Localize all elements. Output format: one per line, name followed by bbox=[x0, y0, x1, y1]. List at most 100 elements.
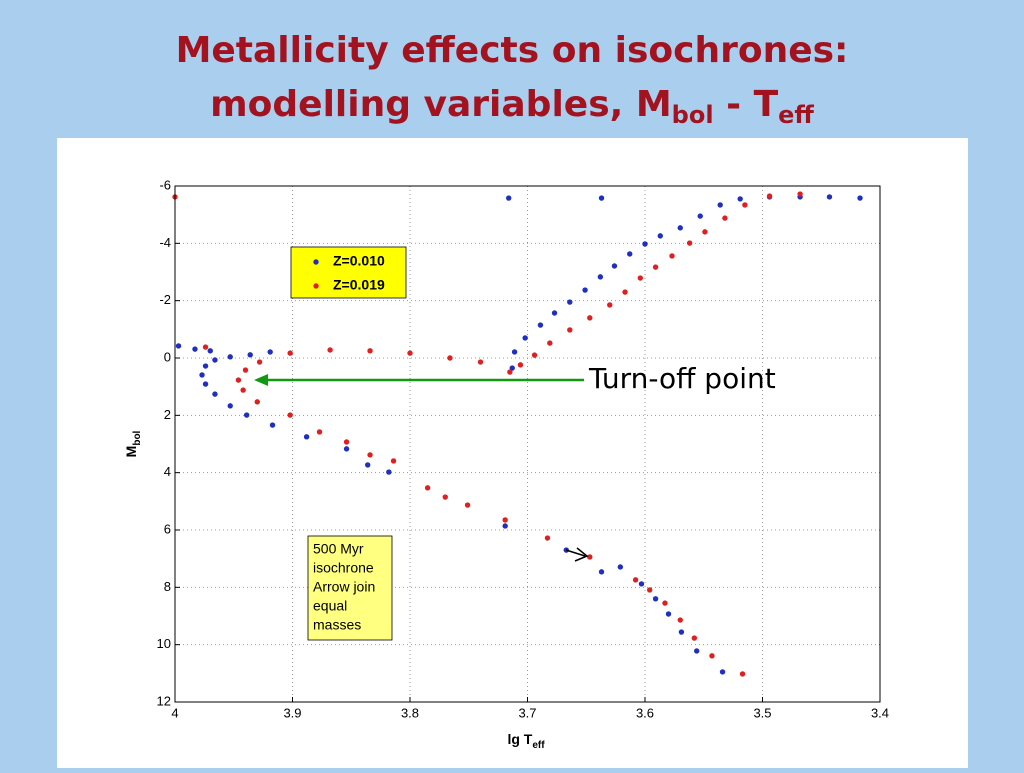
point bbox=[826, 194, 833, 200]
x-label-sub: eff bbox=[532, 740, 545, 751]
point bbox=[202, 363, 209, 369]
point bbox=[638, 581, 645, 587]
x-tick-label: 4 bbox=[171, 705, 178, 720]
y-label-sub: bol bbox=[132, 430, 143, 445]
legend: Z=0.010 Z=0.019 bbox=[313, 253, 385, 293]
point bbox=[517, 362, 524, 368]
point bbox=[511, 349, 518, 355]
y-label-text: M bbox=[123, 446, 139, 458]
point bbox=[598, 569, 605, 575]
point bbox=[597, 274, 604, 280]
point bbox=[269, 422, 276, 428]
point bbox=[665, 611, 672, 617]
point bbox=[442, 494, 448, 500]
point bbox=[617, 564, 624, 570]
point bbox=[797, 191, 803, 197]
point bbox=[343, 439, 350, 445]
point bbox=[691, 635, 698, 641]
x-tick-label: 3.5 bbox=[753, 705, 771, 720]
point bbox=[567, 327, 573, 333]
point bbox=[243, 412, 250, 418]
title-text: - T bbox=[714, 84, 779, 125]
point bbox=[611, 263, 618, 269]
point bbox=[652, 264, 659, 270]
y-axis-label: Mbol bbox=[123, 430, 143, 457]
point bbox=[267, 349, 273, 355]
point bbox=[627, 251, 633, 257]
point bbox=[447, 355, 453, 361]
point bbox=[212, 357, 218, 363]
point bbox=[857, 195, 863, 201]
title-sub: bol bbox=[672, 101, 714, 129]
y-tick-label: 12 bbox=[157, 693, 171, 708]
y-tick-label: 2 bbox=[164, 407, 171, 422]
point bbox=[742, 202, 748, 208]
point bbox=[719, 669, 726, 675]
legend-box bbox=[290, 246, 407, 299]
point bbox=[567, 299, 573, 305]
point bbox=[598, 195, 605, 201]
point bbox=[316, 429, 323, 435]
point bbox=[199, 372, 205, 378]
point bbox=[531, 352, 538, 358]
note-line: masses bbox=[313, 617, 361, 633]
title-line1: Metallicity effects on isochrones: bbox=[176, 30, 849, 71]
point bbox=[551, 310, 558, 316]
point bbox=[657, 233, 663, 239]
point bbox=[327, 347, 333, 353]
point bbox=[287, 412, 293, 418]
point bbox=[407, 350, 413, 356]
point bbox=[587, 554, 593, 560]
x-tick-label: 3.8 bbox=[401, 705, 419, 720]
title-text: modelling variables, M bbox=[210, 84, 672, 125]
y-tick-label: 8 bbox=[164, 579, 171, 594]
x-tick-label: 3.4 bbox=[871, 705, 889, 720]
point bbox=[642, 241, 648, 247]
point bbox=[722, 215, 728, 221]
point bbox=[212, 391, 218, 397]
plot-frame bbox=[174, 185, 881, 703]
point bbox=[227, 403, 233, 409]
point bbox=[424, 485, 431, 491]
point bbox=[582, 287, 588, 293]
point bbox=[365, 462, 371, 468]
note: 500 Myr isochrone Arrow join equal masses bbox=[313, 541, 375, 633]
note-line: isochrone bbox=[313, 560, 374, 576]
x-tick-label: 3.9 bbox=[283, 705, 301, 720]
note-line: Arrow join bbox=[313, 579, 375, 595]
point bbox=[506, 195, 512, 201]
point bbox=[717, 202, 723, 208]
point bbox=[677, 617, 683, 623]
point bbox=[632, 577, 639, 583]
y-tick-label: 0 bbox=[164, 349, 171, 364]
point bbox=[235, 377, 242, 383]
legend-label: Z=0.019 bbox=[333, 277, 385, 293]
point bbox=[669, 253, 675, 259]
point bbox=[587, 315, 593, 321]
turnoff-arrow-head bbox=[254, 374, 268, 386]
x-axis-label: lg Teff bbox=[507, 731, 545, 751]
point bbox=[547, 340, 553, 346]
point bbox=[677, 225, 683, 231]
legend-marker bbox=[313, 259, 319, 265]
title-sub: eff bbox=[778, 101, 814, 129]
point bbox=[386, 469, 392, 475]
point bbox=[694, 648, 700, 654]
y-tick-label: -6 bbox=[159, 177, 171, 192]
x-tick-label: 3.6 bbox=[636, 705, 654, 720]
y-tick-label: 10 bbox=[157, 636, 171, 651]
x-tick-label: 3.7 bbox=[518, 705, 536, 720]
point bbox=[240, 387, 246, 393]
point bbox=[192, 346, 198, 352]
point bbox=[678, 629, 685, 635]
point bbox=[287, 350, 293, 356]
point bbox=[739, 671, 746, 677]
point bbox=[522, 335, 528, 341]
point bbox=[175, 343, 182, 349]
point bbox=[766, 193, 773, 199]
y-tick-label: 6 bbox=[164, 521, 171, 536]
point bbox=[709, 653, 715, 659]
point bbox=[256, 359, 263, 365]
note-box bbox=[307, 535, 393, 641]
